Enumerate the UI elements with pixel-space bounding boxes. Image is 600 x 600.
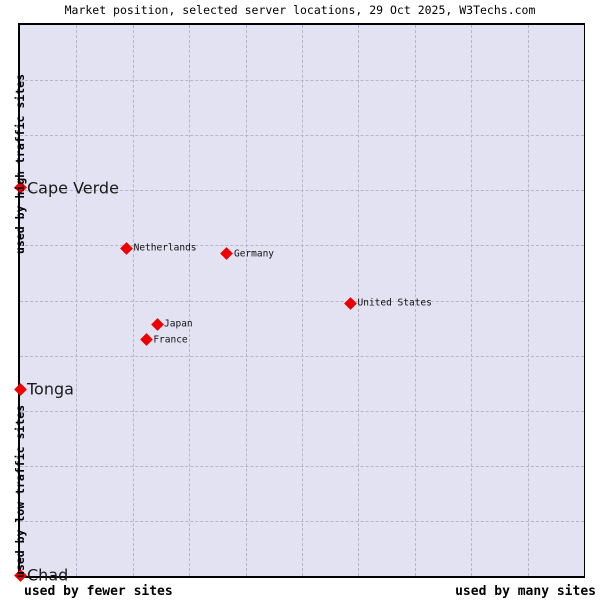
data-point-marker: [120, 241, 133, 255]
gridline-horizontal: [20, 410, 584, 412]
grid-lines: [20, 25, 584, 576]
data-point-label: Tonga: [27, 379, 74, 399]
data-point-label: Japan: [164, 318, 193, 330]
gridline-vertical: [245, 25, 247, 576]
y-axis-label-high: used by high traffic sites: [13, 73, 27, 254]
data-point-marker: [150, 317, 164, 331]
data-point-label: Chad: [27, 565, 69, 585]
data-point-label: Netherlands: [133, 242, 197, 254]
gridline-vertical: [189, 25, 191, 576]
gridline-horizontal: [20, 245, 584, 247]
y-axis-label-low: used by low traffic sites: [13, 404, 27, 578]
gridline-horizontal: [20, 520, 584, 522]
gridline-horizontal: [20, 80, 584, 82]
gridline-vertical: [527, 25, 529, 576]
chart-title: Market position, selected server locatio…: [64, 3, 536, 17]
x-axis-label-right: used by many sites: [455, 584, 596, 599]
data-point-marker: [13, 382, 27, 396]
gridline-horizontal: [20, 135, 584, 137]
plot-area: Cape Verde Netherlands Germany United State…: [13, 23, 585, 585]
gridline-horizontal: [20, 465, 584, 467]
gridline-horizontal: [20, 355, 584, 357]
gridline-vertical: [471, 25, 473, 576]
gridline-vertical: [132, 25, 134, 576]
data-point-label: France: [153, 334, 188, 346]
data-point-label: Germany: [233, 248, 275, 260]
gridline-horizontal: [20, 300, 584, 302]
gridline-vertical: [302, 25, 303, 576]
data-point-label: United States: [357, 297, 432, 309]
data-point-label: Cape Verde: [27, 178, 119, 198]
data-point-marker: [139, 333, 153, 346]
data-point-marker: [220, 247, 234, 261]
gridline-vertical: [76, 25, 78, 576]
data-point-marker: [344, 296, 357, 310]
x-axis-label-left: used by fewer sites: [24, 584, 173, 599]
